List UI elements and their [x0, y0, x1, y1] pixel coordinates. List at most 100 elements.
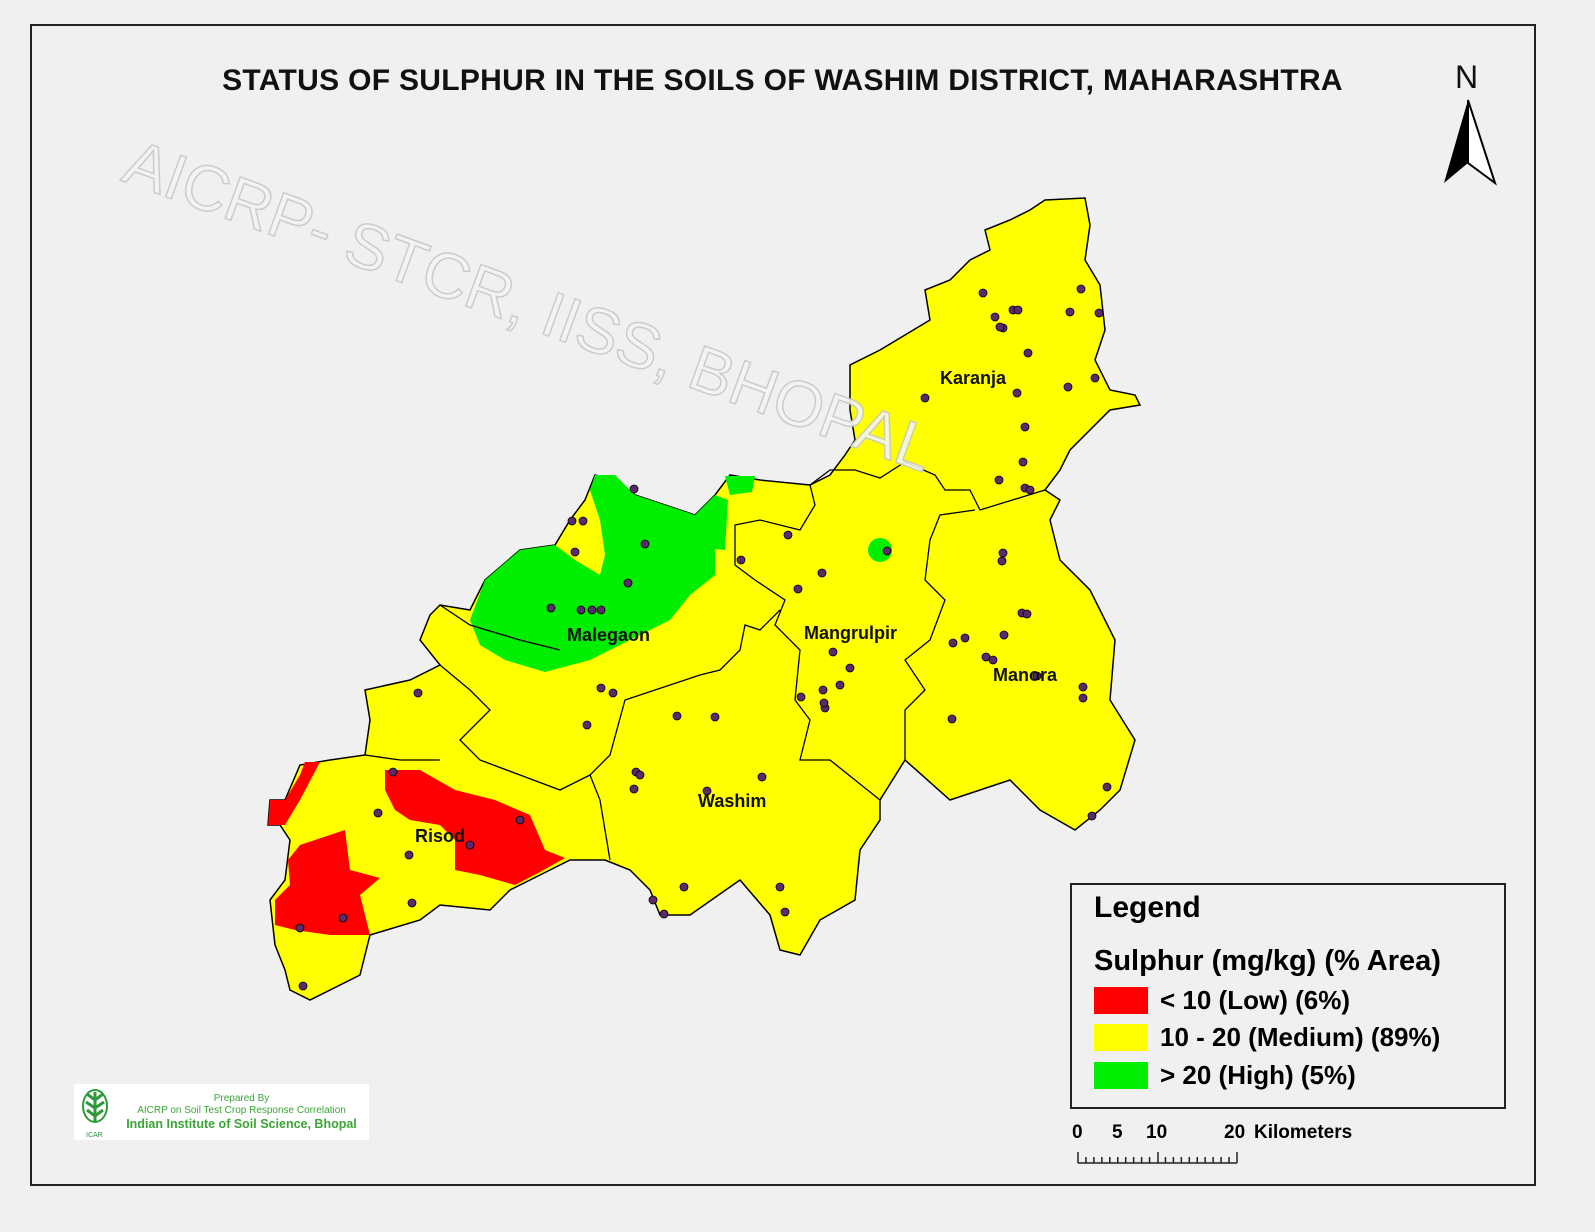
sample-point [338, 913, 348, 923]
high-zone-malegaon [470, 475, 715, 672]
sample-point [1078, 682, 1088, 692]
credit-line2: AICRP on Soil Test Crop Response Correla… [137, 1105, 346, 1116]
credit-line3: Indian Institute of Soil Science, Bhopal [126, 1117, 357, 1131]
sample-point [587, 605, 597, 615]
sample-point [818, 685, 828, 695]
sample-point [1065, 307, 1075, 317]
low-zone-edge [268, 762, 320, 825]
north-arrow-icon-outline [1467, 99, 1497, 186]
sample-point [582, 720, 592, 730]
sample-point [546, 603, 556, 613]
legend-swatch-low [1094, 986, 1148, 1014]
sample-point [608, 688, 618, 698]
sample-point [623, 578, 633, 588]
scale-bar [1077, 1152, 1238, 1164]
taluka-label-risod: Risod [415, 826, 465, 846]
sample-point [817, 568, 827, 578]
sample-point [960, 633, 970, 643]
scale-tick-5: 5 [1112, 1122, 1123, 1143]
sample-points [295, 284, 1112, 991]
sample-point [407, 898, 417, 908]
legend: Legend Sulphur (mg/kg) (% Area) < 10 (Lo… [1070, 883, 1506, 1109]
sample-point [295, 923, 305, 933]
sample-point [659, 909, 669, 919]
sample-point [710, 712, 720, 722]
sample-point [1013, 305, 1023, 315]
high-zone-patch [725, 476, 755, 495]
sample-point [672, 711, 682, 721]
sample-point [648, 895, 658, 905]
sample-point [1078, 693, 1088, 703]
credit-box: ICAR Prepared By AICRP on Soil Test Crop… [74, 1084, 369, 1140]
sample-point [796, 692, 806, 702]
sample-point [988, 655, 998, 665]
sample-point [576, 605, 586, 615]
low-zone-west [275, 830, 380, 935]
sample-point [828, 647, 838, 657]
sample-point [1090, 373, 1100, 383]
sample-point [629, 484, 639, 494]
sample-point [1020, 422, 1030, 432]
sample-point [465, 840, 475, 850]
sample-point [1012, 388, 1022, 398]
scale-tick-10: 10 [1146, 1122, 1168, 1143]
sample-point [999, 630, 1009, 640]
sample-point [757, 772, 767, 782]
sample-point [997, 556, 1007, 566]
sample-point [736, 555, 746, 565]
high-zone-patch [868, 538, 892, 562]
sample-point [1023, 348, 1033, 358]
legend-item-low: < 10 (Low) (6%) [1094, 985, 1350, 1015]
sample-point [404, 850, 414, 860]
sample-point [413, 688, 423, 698]
sample-point [635, 770, 645, 780]
sample-point [920, 393, 930, 403]
sample-point [1102, 782, 1112, 792]
sample-point [567, 516, 577, 526]
sample-point [780, 907, 790, 917]
north-label: N [1455, 59, 1478, 95]
sample-point [640, 539, 650, 549]
low-zone [268, 762, 565, 935]
sample-point [793, 584, 803, 594]
icar-logo-icon: ICAR [82, 1089, 108, 1139]
watermark: AICRP- STCR, IISS, BHOPAL [115, 125, 944, 485]
taluka-label-manora: Manora [993, 665, 1058, 685]
sample-point [515, 815, 525, 825]
map-title: STATUS OF SULPHUR IN THE SOILS OF WASHIM… [222, 64, 1343, 97]
taluka-label-malegaon: Malegaon [567, 625, 650, 645]
sample-point [1018, 457, 1028, 467]
sample-point [373, 808, 383, 818]
sample-point [1087, 811, 1097, 821]
high-zone [470, 475, 892, 672]
sample-point [947, 714, 957, 724]
legend-label-high: > 20 (High) (5%) [1160, 1059, 1356, 1090]
sample-point [995, 322, 1005, 332]
sample-point [1076, 284, 1086, 294]
legend-item-medium: 10 - 20 (Medium) (89%) [1094, 1022, 1440, 1052]
sample-point [783, 530, 793, 540]
sample-point [990, 312, 1000, 322]
sample-point [998, 548, 1008, 558]
map-frame [30, 24, 1536, 1186]
legend-title: Legend [1094, 891, 1201, 924]
taluka-boundaries [364, 461, 1046, 861]
low-zone-risod [385, 770, 565, 885]
north-arrow: N [1444, 59, 1497, 186]
sample-point [882, 546, 892, 556]
sample-point [819, 698, 829, 708]
sample-point [978, 288, 988, 298]
sample-point [948, 638, 958, 648]
north-arrow-icon [1444, 100, 1468, 183]
legend-label-medium: 10 - 20 (Medium) (89%) [1160, 1021, 1441, 1052]
sample-point [702, 786, 712, 796]
sample-point [596, 683, 606, 693]
sample-point [570, 547, 580, 557]
legend-label-low: < 10 (Low) (6%) [1160, 984, 1350, 1015]
taluka-label-mangrulpir: Mangrulpir [804, 623, 897, 643]
legend-swatch-medium [1094, 1023, 1148, 1051]
taluka-label-washim: Washim [698, 791, 766, 811]
sample-point [1094, 308, 1104, 318]
scale-tick-20: 20 [1224, 1122, 1246, 1143]
